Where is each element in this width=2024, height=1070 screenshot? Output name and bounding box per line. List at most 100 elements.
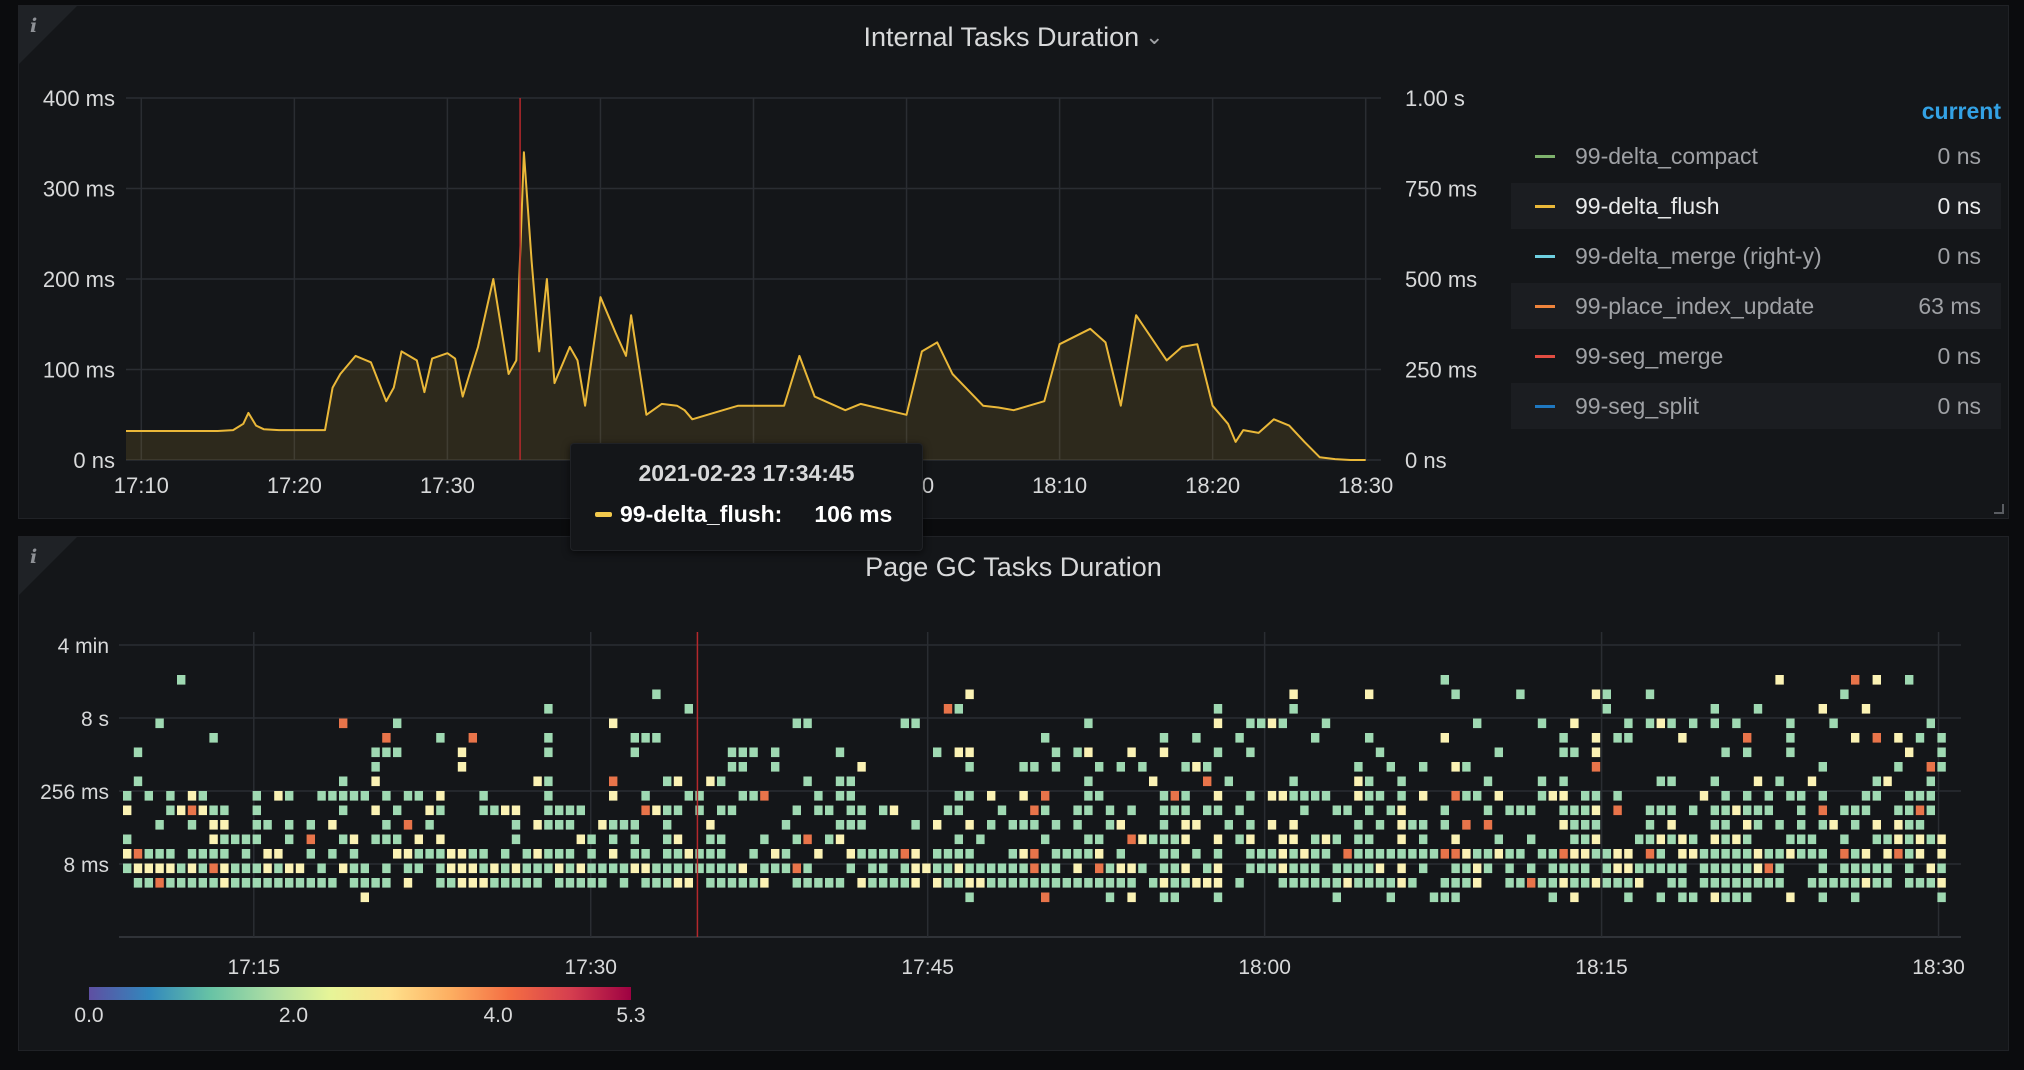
legend-swatch[interactable] <box>1535 254 1555 258</box>
heatmap-cell <box>1872 675 1881 685</box>
heatmap-cell <box>393 805 402 816</box>
heatmap-cell <box>295 878 305 888</box>
heatmap-cell <box>857 805 866 816</box>
heatmap-cell <box>1559 805 1568 816</box>
heatmap-cell <box>641 733 650 743</box>
heatmap-cell <box>1127 834 1136 845</box>
heatmap-cell <box>717 849 726 859</box>
info-icon[interactable]: i <box>30 15 38 37</box>
heatmap-cell <box>1527 834 1536 845</box>
info-icon[interactable]: i <box>30 546 38 568</box>
x-tick: 18:15 <box>1575 956 1628 979</box>
legend-label[interactable]: 99-delta_merge (right-y) <box>1575 242 1822 269</box>
heatmap-cell <box>1257 718 1266 729</box>
heatmap-cell <box>382 733 391 743</box>
heatmap-cell <box>1375 849 1385 859</box>
heatmap-cell <box>1548 892 1557 903</box>
heatmap-cell <box>490 863 499 874</box>
heatmap-cell <box>328 878 337 888</box>
heatmap-cell <box>511 820 521 830</box>
heatmap-cell <box>1753 820 1763 830</box>
tooltip-series: 99-delta_flush: <box>620 501 783 527</box>
heatmap-cell <box>1473 849 1482 859</box>
heatmap-cell <box>1678 878 1687 888</box>
heatmap-cell <box>436 849 445 859</box>
tooltip-value: 106 ms <box>814 501 893 527</box>
heatmap-cell <box>868 849 877 859</box>
heatmap-cell <box>1937 834 1946 845</box>
heatmap-cell <box>1365 689 1374 700</box>
heatmap-cell <box>1559 747 1568 758</box>
legend-swatch[interactable] <box>1535 354 1555 358</box>
legend-swatch[interactable] <box>1535 404 1555 408</box>
heatmap-cell <box>425 820 434 830</box>
heatmap-cell <box>1213 892 1223 903</box>
heatmap-cell <box>1278 834 1287 845</box>
heatmap-cell <box>1116 878 1125 888</box>
heatmap-cell <box>1721 747 1730 758</box>
heatmap-cell <box>1732 878 1741 888</box>
resize-handle-icon[interactable] <box>1994 504 2004 514</box>
legend-item[interactable]: 99-seg_merge 0 ns <box>1511 333 2001 379</box>
heatmap-cell <box>252 834 261 845</box>
legend-item[interactable]: 99-seg_split 0 ns <box>1511 383 2001 429</box>
legend-swatch[interactable] <box>1535 204 1555 208</box>
heatmap-cell <box>641 791 650 801</box>
heatmap-cell <box>1861 805 1871 816</box>
heatmap-cell <box>1570 878 1579 888</box>
heatmap-cell <box>1289 820 1298 830</box>
y-tick-right: 500 ms <box>1405 267 1477 292</box>
heatmap-cell <box>943 849 953 859</box>
heatmap-cell <box>1807 834 1817 845</box>
legend-item[interactable]: 99-delta_merge (right-y) 0 ns <box>1511 233 2001 279</box>
heatmap-cell <box>1051 863 1061 874</box>
legend-label[interactable]: 99-delta_flush <box>1575 192 1720 219</box>
heatmap-cell <box>868 863 877 874</box>
legend-item[interactable]: 99-place_index_update 63 ms <box>1511 283 2001 329</box>
heatmap-cell <box>976 834 985 845</box>
heatmap-cell <box>587 863 596 874</box>
heatmap-cell <box>133 776 143 787</box>
line-chart[interactable]: 0 ns 0 ns 100 ms 250 ms 200 ms 500 ms 300 ms 75… <box>19 6 1489 520</box>
panel-title-text[interactable]: Internal Tasks Duration <box>863 22 1140 52</box>
heatmap-cell <box>1851 849 1860 859</box>
legend-label[interactable]: 99-delta_compact <box>1575 142 1758 169</box>
legend-item[interactable]: 99-delta_compact 0 ns <box>1511 133 2001 179</box>
legend-item[interactable]: 99-delta_flush 0 ns <box>1511 183 2001 229</box>
heatmap-cell <box>1645 849 1655 859</box>
heatmap-cell <box>263 820 272 830</box>
legend-swatch[interactable] <box>1535 154 1555 158</box>
panel-title[interactable]: Internal Tasks Duration ⌄ <box>19 22 2008 53</box>
heatmap-cell <box>792 718 801 729</box>
legend-label[interactable]: 99-seg_split <box>1575 392 1700 419</box>
heatmap-cell <box>673 878 683 888</box>
heatmap-cell <box>1840 689 1849 700</box>
heatmap-cell <box>1429 892 1439 903</box>
heatmap-cell <box>198 863 207 874</box>
heatmap-cell <box>501 805 510 816</box>
legend-label[interactable]: 99-place_index_update <box>1575 292 1815 319</box>
heatmap-cell <box>306 834 315 845</box>
heatmap-cell <box>1041 733 1050 743</box>
legend-header[interactable]: current <box>1921 98 2001 124</box>
heatmap-cell <box>1753 849 1763 859</box>
heatmap-cell <box>1937 849 1946 859</box>
heatmap-cell <box>1311 878 1320 888</box>
heatmap-chart[interactable]: 4 min 8 s 256 ms 8 ms 17:15 17:30 17:45 18:00 18… <box>19 537 2010 1052</box>
heatmap-cell <box>814 791 823 801</box>
heatmap-cell <box>1516 878 1525 888</box>
legend-swatch[interactable] <box>1535 304 1555 308</box>
heatmap-cell <box>1073 863 1082 874</box>
heatmap-cell <box>1732 718 1741 729</box>
heatmap-cell <box>727 878 737 888</box>
panel-title[interactable]: Page GC Tasks Duration <box>865 552 1162 582</box>
heatmap-cell <box>1181 805 1190 816</box>
heatmap-cell <box>1851 733 1860 743</box>
heatmap-cell <box>749 849 758 859</box>
legend-label[interactable]: 99-seg_merge <box>1575 342 1724 369</box>
heatmap-cell <box>663 805 672 816</box>
heatmap-cell <box>144 849 153 859</box>
heatmap-cell <box>1213 878 1223 888</box>
heatmap-cell <box>1678 849 1687 859</box>
chevron-down-icon[interactable]: ⌄ <box>1145 24 1164 49</box>
